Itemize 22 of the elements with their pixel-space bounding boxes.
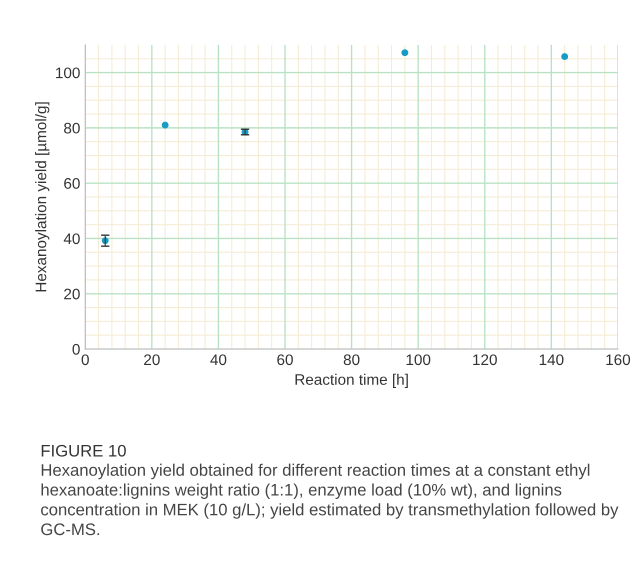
x-tick-label: 60 — [277, 354, 293, 366]
point — [162, 122, 169, 129]
x-tick-label: 0 — [82, 354, 89, 366]
point — [561, 53, 568, 60]
y-tick-label: 100 — [56, 67, 80, 78]
y-tick-label: 40 — [64, 233, 80, 244]
x-tick-label: 100 — [406, 354, 430, 366]
text: FIGURE 10 — [42, 444, 126, 457]
x-tick-label: 80 — [344, 354, 360, 366]
text: Hexanoylation yield obtained for different reaction times at a constant ethyl hexanoate:lignins weight ratio (1:1), enzyme load (10% wt), and lignins concentration in MEK (10 g/L); yield estimated by transmethylation followed by GC-MS. — [41, 464, 618, 536]
x-tick-label: 20 — [144, 354, 160, 366]
x-tick-label: 120 — [473, 354, 497, 366]
point — [401, 49, 408, 56]
x-tick-label: 140 — [540, 354, 564, 366]
y-tick-label: 0 — [72, 344, 80, 355]
x-tick-label: 40 — [210, 354, 226, 366]
y-tick-label: 80 — [64, 122, 80, 134]
y-axis-title: Hexanoylation yield [µmol/g] — [35, 102, 50, 292]
y-tick-label: 60 — [64, 178, 80, 189]
y-tick-label: 20 — [64, 288, 80, 300]
x-axis-title: Reaction time [h] — [296, 374, 408, 388]
x-tick-label: 160 — [606, 354, 630, 366]
